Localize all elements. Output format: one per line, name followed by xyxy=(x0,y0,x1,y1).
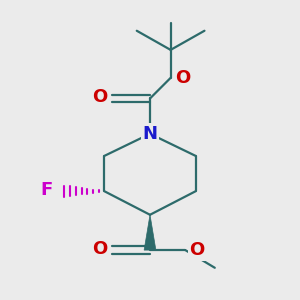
Text: O: O xyxy=(92,88,108,106)
Text: O: O xyxy=(92,240,108,258)
Text: N: N xyxy=(142,125,158,143)
Text: F: F xyxy=(41,181,53,199)
Text: O: O xyxy=(175,69,190,87)
Text: O: O xyxy=(190,241,205,259)
Polygon shape xyxy=(144,215,156,250)
